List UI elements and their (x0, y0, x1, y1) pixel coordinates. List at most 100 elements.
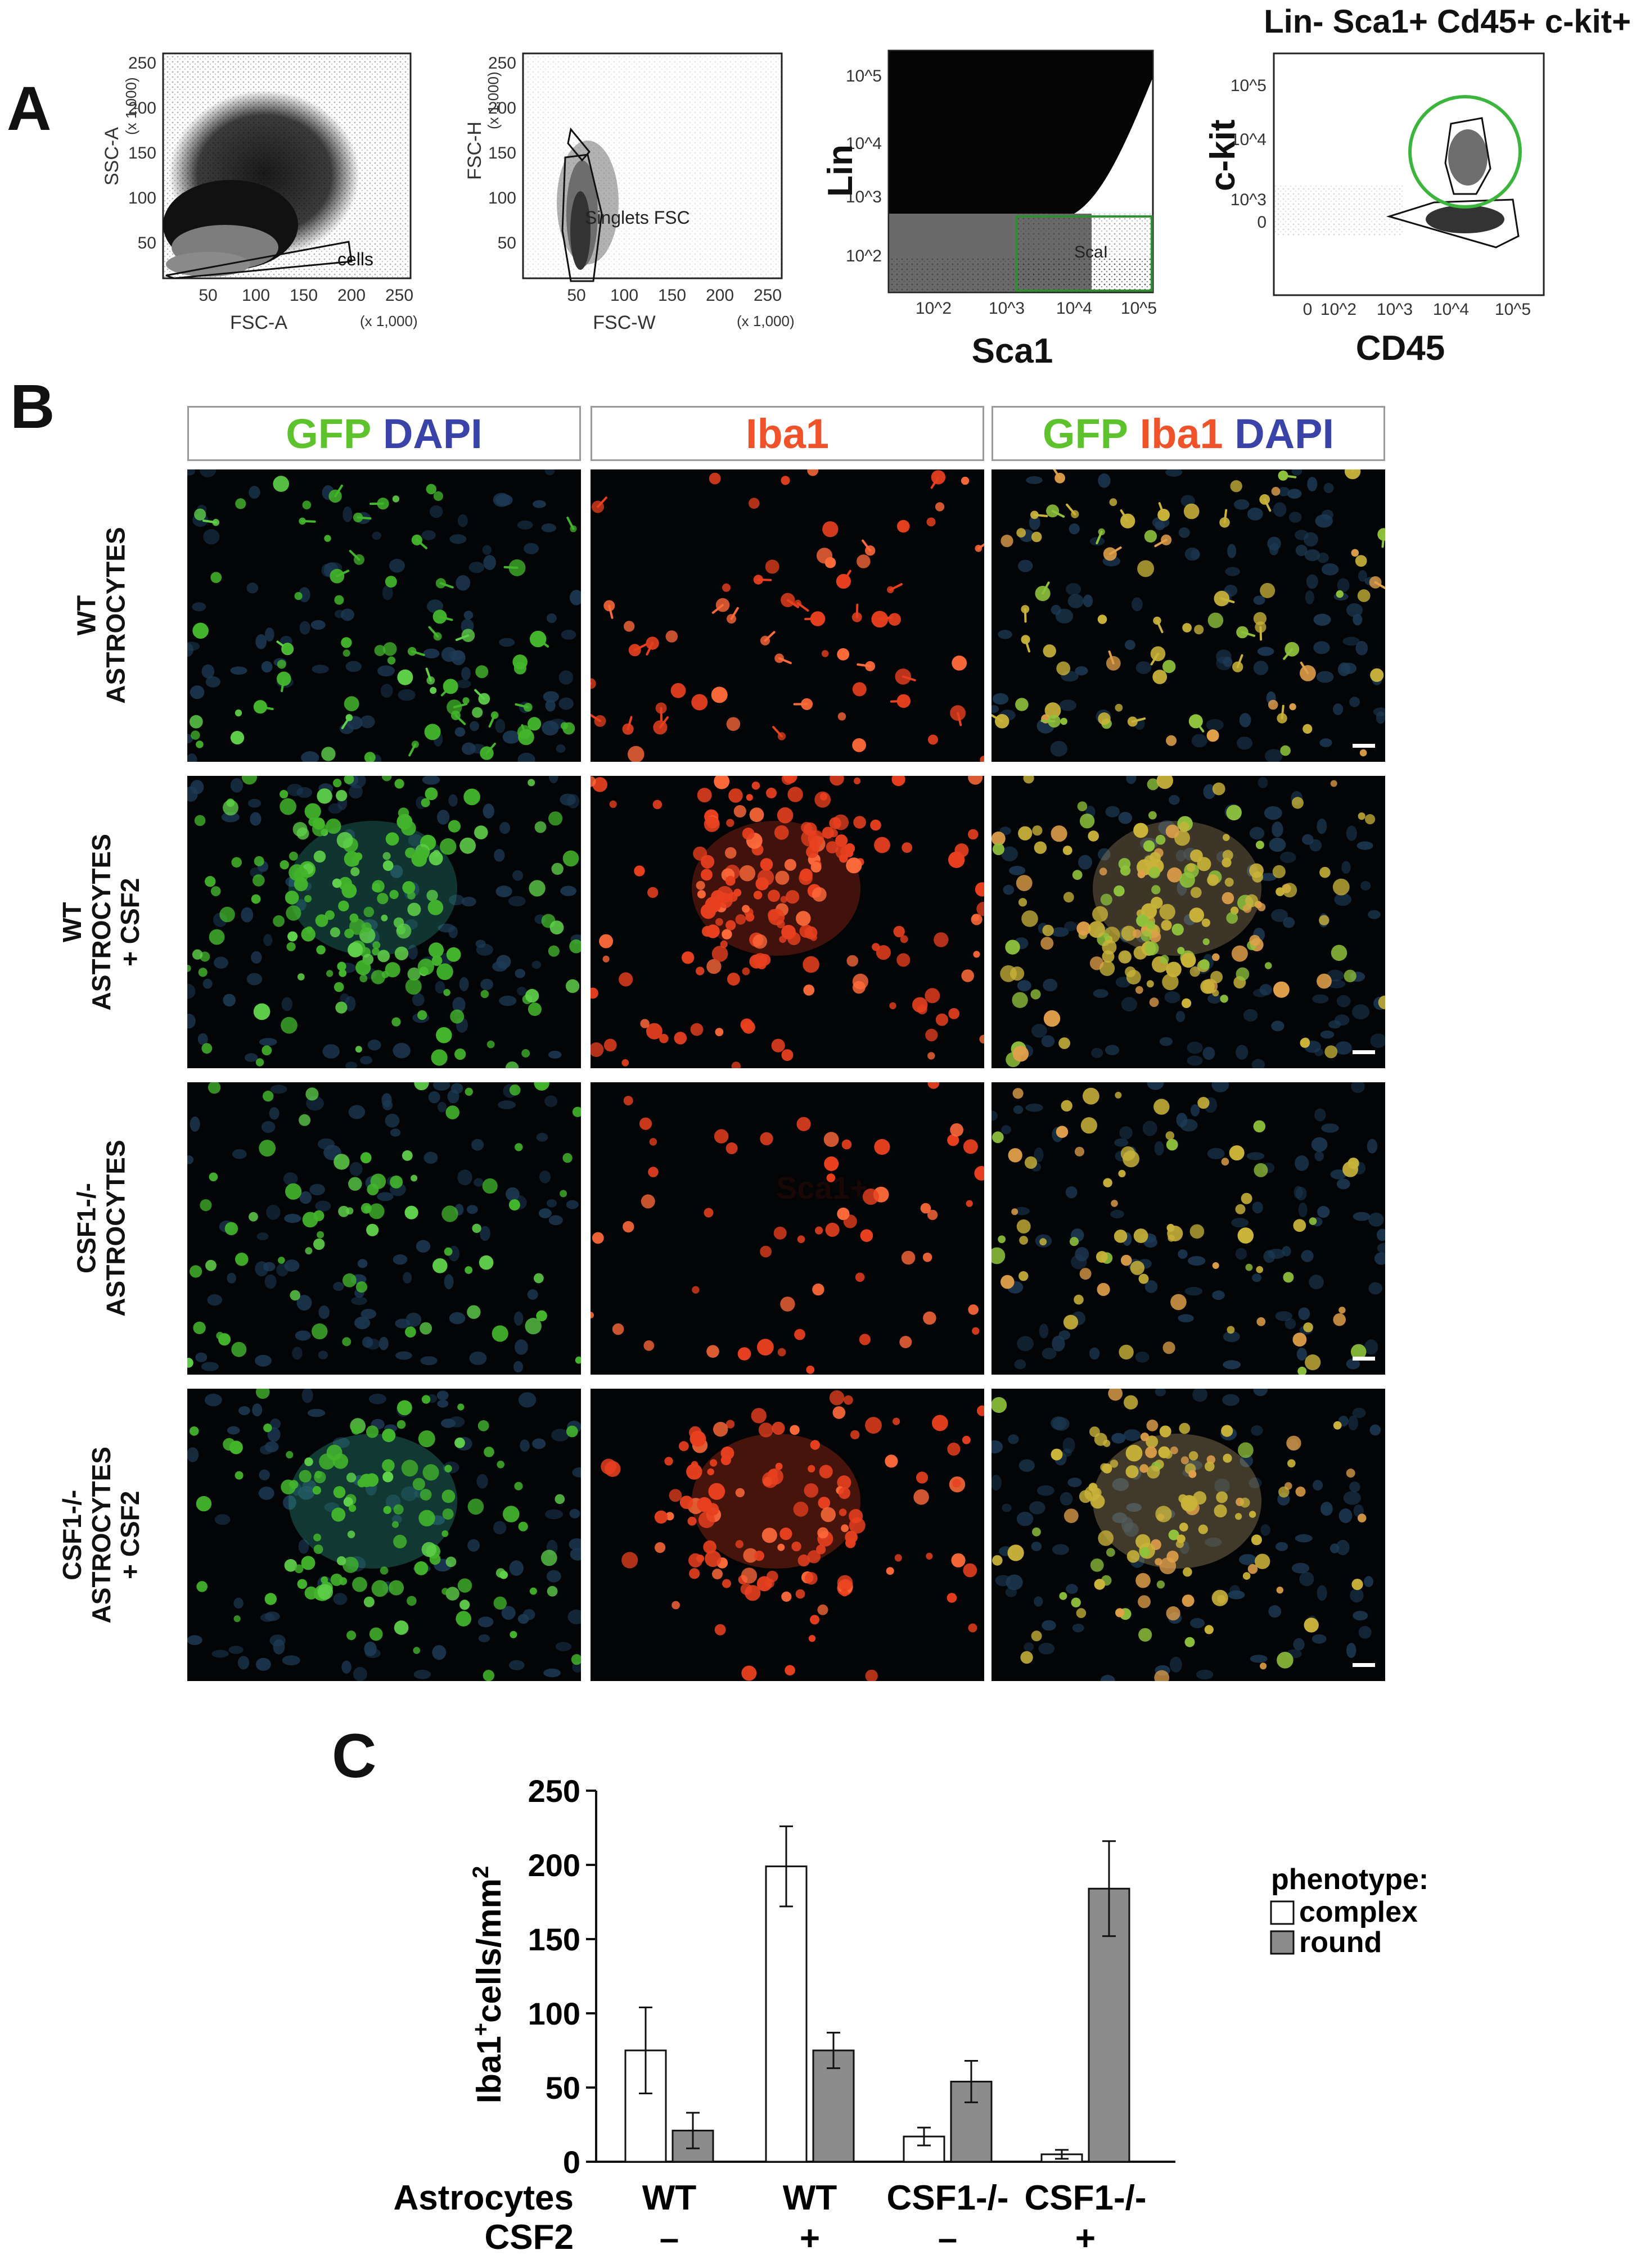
y-tick-label: 100 (528, 1996, 580, 2031)
micrograph-iba1-row4 (591, 1389, 984, 1681)
tick-label: 150 (658, 286, 686, 305)
y-axis-label: c-kit (1204, 120, 1242, 191)
x-csf2-label: – (938, 2219, 957, 2258)
tick-label: 10^4 (1231, 130, 1267, 149)
micrograph-merge-row2 (991, 776, 1385, 1068)
y-axis-label: Lin (821, 144, 860, 197)
tick-label: 10^2 (846, 247, 882, 265)
x-ticks: 50 100 150 200 250 (567, 286, 782, 305)
y-ticks: 250 200 150 100 50 (128, 54, 156, 252)
tick-label: 50 (498, 234, 516, 252)
watermark-text: Sca1+ (776, 1170, 868, 1205)
row-label-wt-csf2: WT ASTROCYTES + CSF2 (57, 776, 145, 1068)
error-bar (917, 2126, 931, 2147)
tick-label: 100 (128, 189, 156, 207)
micrograph-merge-row1 (991, 469, 1385, 762)
y-tick-label: 50 (546, 2070, 580, 2106)
column-header-iba1: Iba1 (591, 406, 984, 461)
y-tick-label: 0 (563, 2144, 580, 2180)
column-header-merge: GFP Iba1 DAPI (991, 406, 1385, 461)
tick-label: 10^5 (1231, 76, 1267, 95)
tick-label: 250 (128, 54, 156, 73)
y-axis-unit: (x 1,000) (123, 77, 139, 135)
tick-label: 50 (138, 234, 156, 252)
flow-plot-lin-sca1: ScaI 10^5 10^4 10^3 10^2 Lin 10^2 10^3 1… (821, 49, 1157, 371)
y-tick-label: 200 (528, 1847, 580, 1883)
x-category-label: CSF1-/- (887, 2179, 1009, 2217)
row-label-line: WT (57, 902, 87, 942)
tick-label: 100 (242, 286, 270, 305)
y-ticks: 250 200 150 100 50 (488, 54, 516, 252)
tick-label: 0 (1257, 213, 1267, 232)
plot-title: Lin- Sca1+ Cd45+ c-kit+ (1264, 3, 1631, 40)
tick-label: 100 (488, 189, 516, 207)
gate-label: Singlets FSC (585, 207, 690, 228)
row-label-line: WT (71, 595, 101, 636)
panel-a-letter: A (7, 74, 52, 143)
panel-c-letter: C (332, 1722, 377, 1791)
error-bar (1055, 2149, 1069, 2160)
row-label-line: + CSF2 (115, 878, 145, 966)
tick-label: 150 (290, 286, 318, 305)
legend-label-round: round (1299, 1926, 1382, 1959)
row-label-line: ASTROCYTES (101, 527, 130, 704)
bar-complex (765, 1865, 808, 2163)
tick-label: 150 (488, 144, 516, 162)
error-bar (686, 2112, 700, 2149)
tick-label: 10^3 (846, 188, 882, 206)
x-csf2-label: + (1075, 2219, 1096, 2258)
x-axis-label: FSC-W (593, 312, 655, 333)
micrograph-merge-row4 (991, 1389, 1385, 1681)
tick-label: 200 (706, 286, 734, 305)
micrograph-iba1-row2 (591, 776, 984, 1068)
gate-label: cells (337, 249, 373, 269)
tick-label: 50 (199, 286, 217, 305)
header-word-dapi: DAPI (382, 410, 483, 457)
tick-label: 250 (385, 286, 413, 305)
row-label-line: CSF1-/- (57, 1489, 87, 1580)
x-ticks: 50 100 150 200 250 (199, 286, 413, 305)
x-axis-unit: (x 1,000) (737, 313, 795, 329)
tick-label: 10^4 (846, 134, 882, 153)
tick-label: 250 (754, 286, 782, 305)
column-header-gfp-dapi: GFP DAPI (187, 406, 581, 461)
tick-label: 10^4 (1056, 299, 1092, 318)
micrograph-gfp-dapi-row3 (187, 1082, 581, 1375)
row-label-csf1ko-csf2: CSF1-/- ASTROCYTES + CSF2 (57, 1389, 145, 1681)
gate-label: ScaI (1074, 243, 1108, 261)
x-axis-label: FSC-A (230, 312, 287, 333)
row-label-line: + CSF2 (115, 1490, 145, 1579)
y-axis-label: SSC-A (101, 127, 123, 186)
legend-title: phenotype: (1271, 1863, 1428, 1896)
tick-label: 250 (488, 54, 516, 73)
tick-label: 200 (488, 99, 516, 118)
tick-label: 10^3 (1377, 300, 1413, 319)
x-axis-label: Sca1 (972, 332, 1053, 371)
legend-swatch-round (1270, 1930, 1295, 1955)
error-bar (779, 1825, 793, 1908)
y-tick-label: 150 (528, 1922, 580, 1957)
tick-label: 10^4 (1433, 300, 1469, 319)
tick-label: 10^2 (1320, 300, 1356, 319)
row-label-line: ASTROCYTES (86, 1446, 116, 1624)
row-label-wt: WT ASTROCYTES (59, 469, 143, 762)
y-tick-label: 250 (528, 1773, 580, 1809)
y-axis-label: FSC-H (464, 121, 485, 180)
header-word-dapi: DAPI (1234, 410, 1335, 457)
x-csf2-label: + (800, 2219, 820, 2258)
legend-swatch-complex (1270, 1900, 1295, 1925)
header-word-gfp: GFP (286, 410, 372, 457)
tick-label: 200 (128, 99, 156, 118)
error-bar (965, 2059, 978, 2103)
tick-label: 50 (567, 286, 585, 305)
error-bar (1102, 1840, 1116, 1937)
x-axis-unit: (x 1,000) (360, 313, 418, 329)
tick-label: 200 (337, 286, 366, 305)
row-label-line: ASTROCYTES (101, 1140, 130, 1317)
bar-round (1088, 1887, 1130, 2163)
micrograph-merge-row3 (991, 1082, 1385, 1375)
panel-b-letter: B (10, 372, 55, 441)
tick-label: 10^3 (1231, 191, 1267, 209)
x-csf2-label: – (660, 2219, 679, 2258)
header-word-iba1: Iba1 (745, 410, 830, 457)
